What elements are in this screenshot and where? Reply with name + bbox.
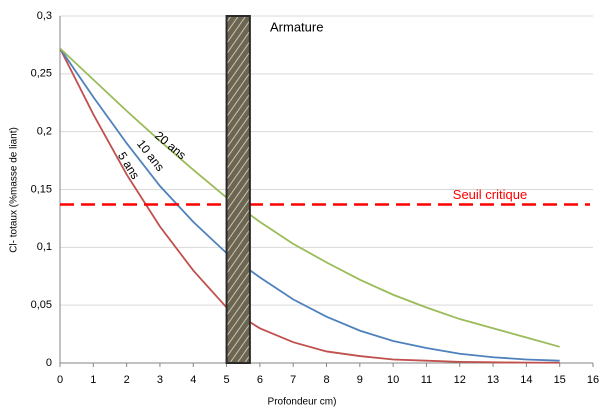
- x-tick-label: 13: [487, 374, 499, 386]
- x-tick-label: 11: [421, 374, 432, 386]
- series-label: 5 ans: [115, 149, 142, 181]
- x-tick-label: 14: [520, 374, 532, 386]
- x-tick-label: 5: [224, 374, 230, 386]
- y-tick-label: 0,25: [31, 68, 52, 80]
- y-tick-label: 0,15: [31, 183, 52, 195]
- x-tick-label: 2: [124, 374, 130, 386]
- y-tick-label: 0,3: [37, 10, 52, 22]
- y-tick-label: 0,05: [31, 299, 52, 311]
- x-tick-label: 4: [190, 374, 196, 386]
- x-tick-label: 16: [587, 374, 599, 386]
- y-axis-label: Cl- totaux (%masse de liant): [9, 127, 20, 253]
- x-tick-label: 1: [90, 374, 96, 386]
- x-axis-label: Profondeur cm): [268, 397, 337, 408]
- series-line: [59, 47, 560, 364]
- rebar-label: Armature: [270, 19, 323, 34]
- series-line: [59, 47, 560, 362]
- x-tick-label: 3: [157, 374, 163, 386]
- rebar: [225, 15, 251, 364]
- y-tick-label: 0,2: [37, 126, 52, 138]
- x-tick-label: 6: [257, 374, 263, 386]
- x-tick-label: 15: [554, 374, 566, 386]
- series-line: [59, 47, 560, 348]
- threshold-label: Seuil critique: [453, 187, 527, 202]
- y-tick-label: 0,1: [37, 241, 52, 253]
- x-tick-label: 9: [357, 374, 363, 386]
- x-tick-label: 10: [387, 374, 399, 386]
- x-tick-label: 7: [290, 374, 296, 386]
- x-tick-label: 12: [454, 374, 466, 386]
- x-tick-label: 0: [57, 374, 63, 386]
- x-tick-label: 8: [323, 374, 329, 386]
- y-tick-label: 0: [46, 357, 52, 369]
